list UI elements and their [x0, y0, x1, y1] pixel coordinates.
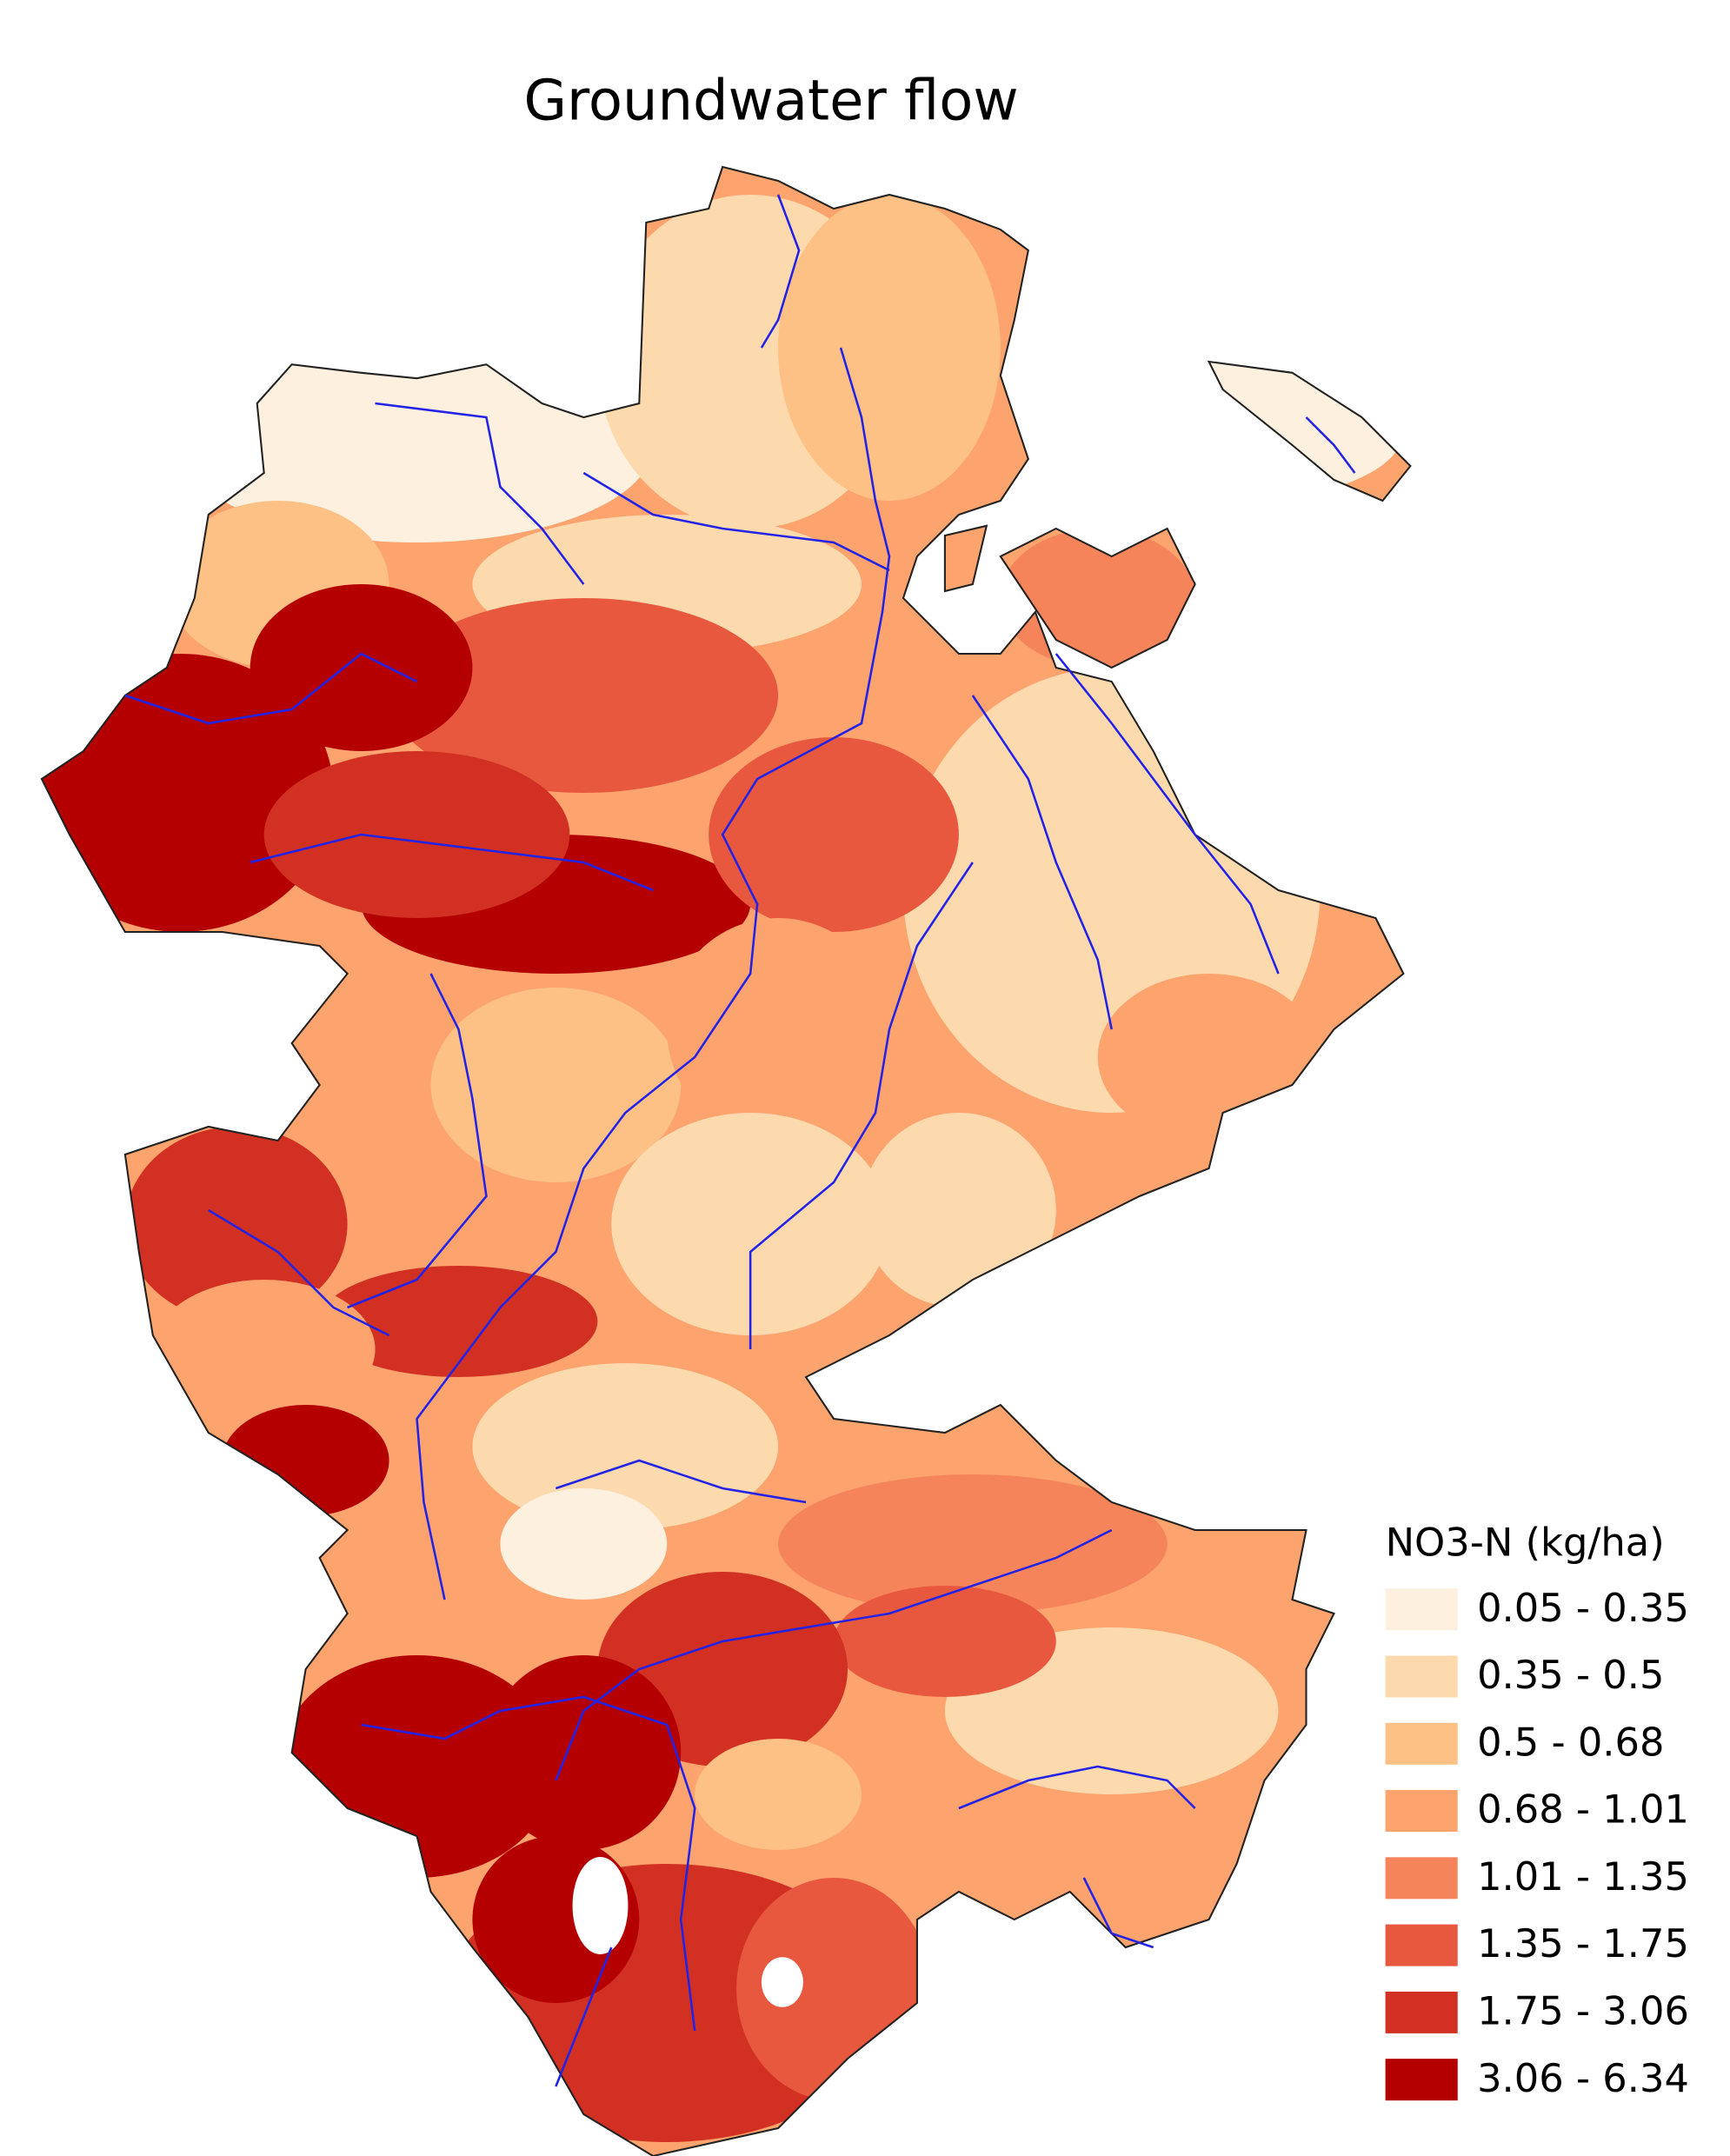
region [1097, 974, 1321, 1141]
region [486, 1655, 682, 1850]
river [347, 973, 488, 1309]
legend-swatch [1385, 1924, 1458, 1966]
legend-swatch [1385, 1588, 1458, 1631]
river [124, 652, 418, 725]
river [250, 833, 654, 892]
legend-swatch [1385, 1991, 1458, 2033]
region [778, 195, 1001, 501]
legend-label: 0.68 - 1.01 [1477, 1787, 1689, 1833]
region [124, 1127, 348, 1321]
river [555, 1528, 1113, 1781]
river [971, 695, 1113, 1030]
legend-swatch [1385, 1722, 1458, 1765]
rivers [124, 194, 1356, 2087]
river [749, 862, 974, 1349]
river [375, 402, 585, 585]
region [389, 598, 779, 793]
region [611, 1113, 889, 1335]
region [695, 1739, 862, 1850]
region [778, 1474, 1168, 1614]
region [319, 1266, 598, 1377]
river [416, 347, 891, 1600]
region [667, 918, 889, 1141]
legend-label: 1.01 - 1.35 [1477, 1853, 1689, 1900]
river [582, 471, 890, 572]
river [1082, 1877, 1154, 1949]
legend-label: 0.05 - 0.35 [1477, 1585, 1689, 1631]
lake [761, 1957, 803, 2007]
region [500, 1488, 668, 1600]
legend-swatch [1385, 1857, 1458, 1900]
legend-label: 0.35 - 0.5 [1477, 1652, 1664, 1698]
legend-swatch [1385, 1790, 1458, 1833]
legend-swatch [1385, 1655, 1458, 1698]
river [555, 1459, 807, 1504]
map-title: Groundwater flow [524, 70, 1019, 134]
legend: 0.05 - 0.35 0.35 - 0.5 0.5 - 0.68 0.68 - 1.… [1385, 1585, 1689, 2101]
river [555, 1946, 613, 2087]
region [250, 584, 473, 751]
river [361, 1695, 696, 2032]
legend-swatch [1385, 2059, 1458, 2101]
river [208, 1208, 390, 1337]
region [834, 1586, 1056, 1697]
river [1055, 653, 1280, 975]
region [222, 1405, 389, 1516]
legend-label: 0.5 - 0.68 [1477, 1719, 1664, 1765]
region [709, 737, 959, 932]
river [760, 194, 801, 349]
legend-title: NO3-N (kg/ha) [1386, 1520, 1665, 1566]
region [430, 988, 682, 1182]
legend-label: 1.35 - 1.75 [1477, 1920, 1689, 1966]
region [472, 1363, 779, 1530]
region [1069, 1822, 1209, 1933]
river [1305, 416, 1356, 474]
region [263, 751, 570, 918]
river [958, 1765, 1196, 1810]
lake [572, 1857, 629, 1954]
region [1069, 362, 1404, 501]
legend-label: 3.06 - 6.34 [1477, 2055, 1689, 2101]
legend-label: 1.75 - 3.06 [1477, 1987, 1689, 2033]
region [862, 1113, 1056, 1308]
region [152, 1280, 376, 1419]
